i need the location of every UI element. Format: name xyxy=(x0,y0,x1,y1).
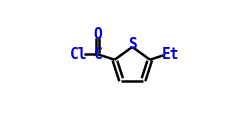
Text: C: C xyxy=(93,47,102,62)
Text: S: S xyxy=(128,37,137,52)
Text: Cl: Cl xyxy=(70,47,87,62)
Text: Et: Et xyxy=(162,47,179,62)
Text: O: O xyxy=(93,27,102,42)
